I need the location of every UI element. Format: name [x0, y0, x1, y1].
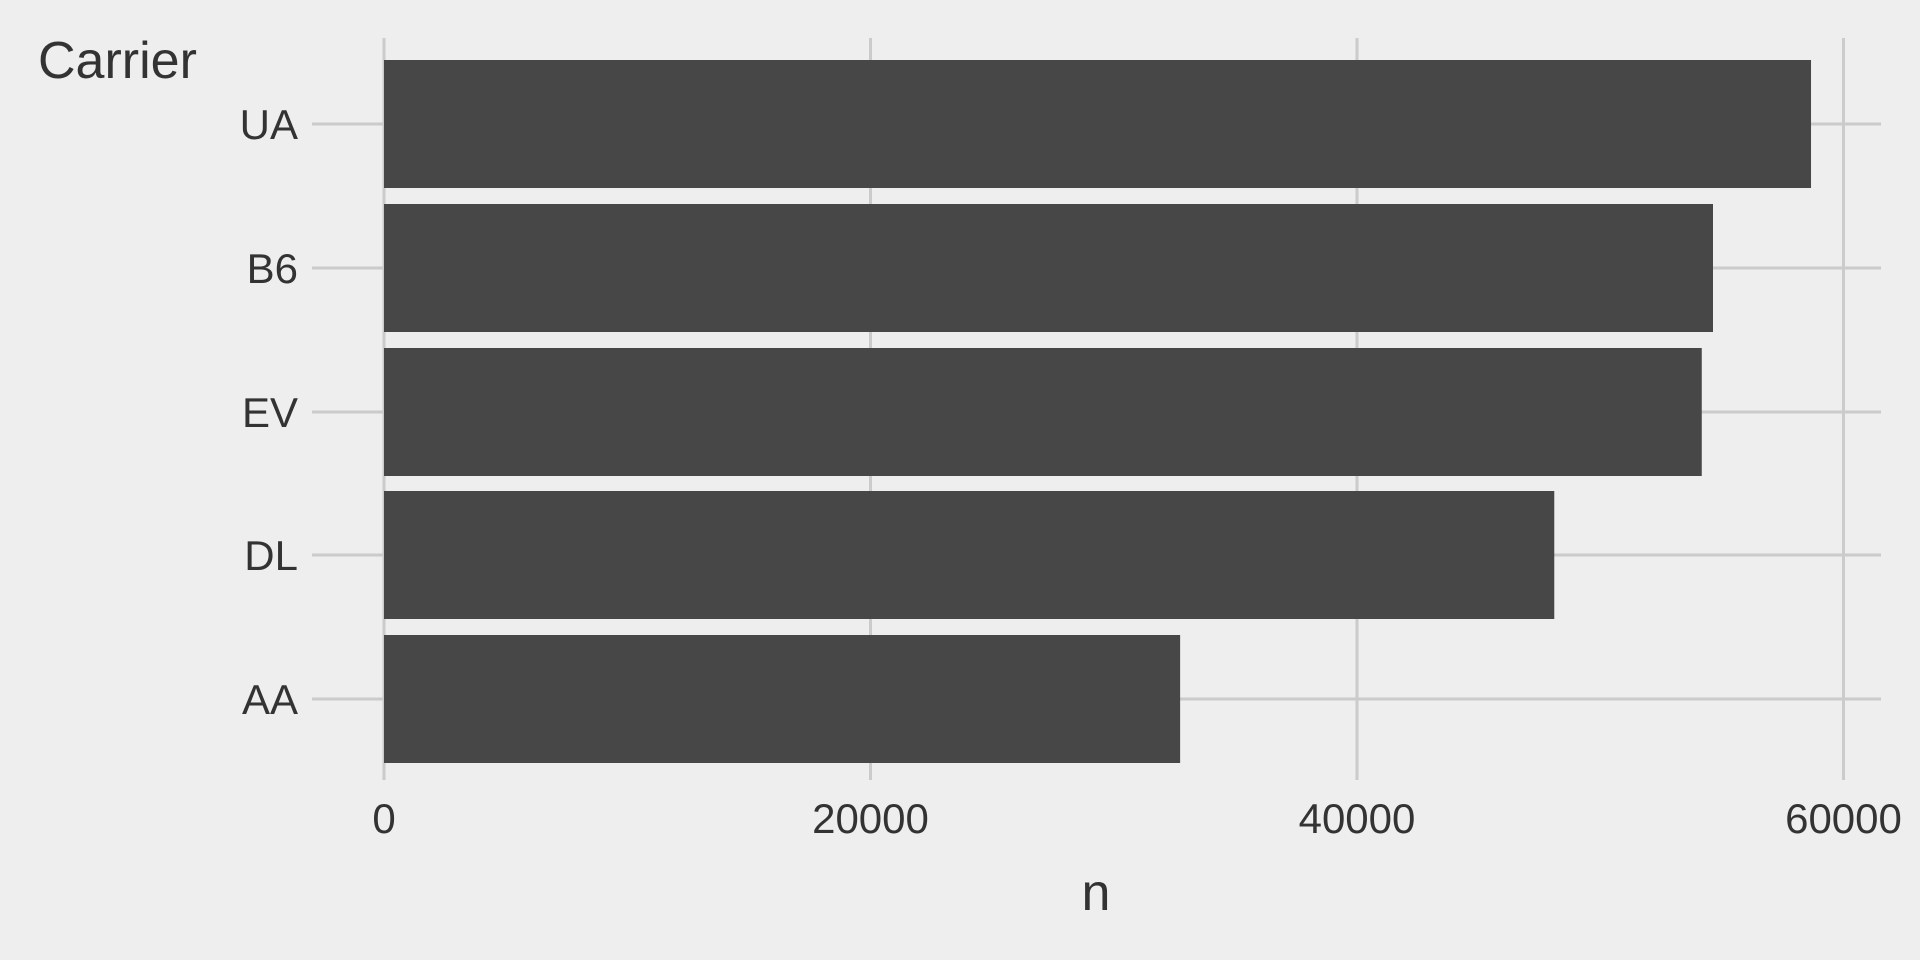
y-axis-title: Carrier — [38, 32, 197, 90]
x-tick-label: 0 — [372, 795, 395, 842]
y-tick-label: B6 — [247, 245, 298, 292]
y-axis-tick-labels: AA DL EV B6 UA — [240, 101, 298, 723]
x-tick-label: 60000 — [1785, 795, 1902, 842]
y-tick-label: EV — [242, 389, 298, 436]
x-tick-label: 20000 — [812, 795, 929, 842]
bars — [384, 60, 1812, 763]
x-axis-tick-labels: 0 20000 40000 60000 — [372, 795, 1902, 842]
x-axis-title: n — [1082, 864, 1111, 922]
x-tick-label: 40000 — [1299, 795, 1416, 842]
bar-dl — [384, 491, 1555, 619]
bar-b6 — [384, 204, 1713, 332]
bar-ev — [384, 348, 1702, 476]
y-tick-label: AA — [242, 676, 298, 723]
bar-aa — [384, 635, 1181, 763]
bar-ua — [384, 60, 1812, 188]
y-tick-label: UA — [240, 101, 298, 148]
y-tick-label: DL — [244, 532, 298, 579]
